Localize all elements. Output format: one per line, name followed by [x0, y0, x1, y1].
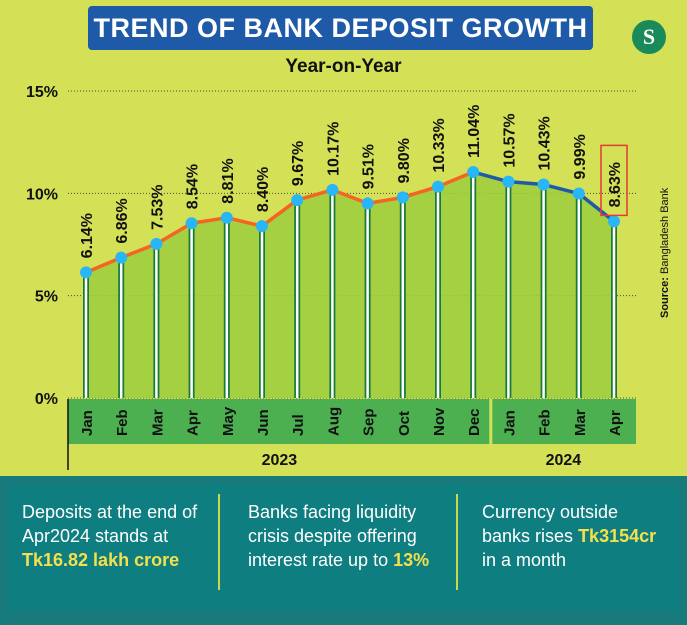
- month-band: [68, 399, 636, 444]
- data-point: [80, 266, 92, 279]
- x-tick-label: Feb: [537, 409, 554, 436]
- data-point: [396, 191, 409, 204]
- x-tick-label: Mar: [149, 409, 166, 436]
- data-label: 9.67%: [290, 141, 307, 186]
- x-tick-label: Apr: [185, 410, 202, 436]
- area-fill: [86, 172, 614, 398]
- data-label: 10.57%: [501, 113, 518, 167]
- x-tick-label: Jul: [290, 414, 307, 436]
- y-tick-label: 10%: [26, 186, 58, 203]
- chart-title: TREND OF BANK DEPOSIT GROWTH: [93, 13, 588, 43]
- info-deposits-highlight: Tk16.82 lakh crore: [22, 550, 180, 570]
- x-tick-label: Aug: [325, 407, 342, 436]
- data-label: 8.40%: [255, 167, 272, 212]
- data-point: [256, 220, 268, 233]
- logo-icon: S: [632, 20, 666, 54]
- info-currency-text: Currency outside banks rises: [482, 502, 619, 546]
- x-tick-label: May: [220, 406, 237, 436]
- y-tick-label: 15%: [26, 84, 58, 101]
- data-label: 9.99%: [572, 134, 589, 179]
- y-tick-label: 0%: [35, 391, 58, 408]
- source-value: Bangladesh Bank: [659, 187, 671, 274]
- x-tick-label: Sep: [361, 408, 378, 436]
- x-tick-label: Mar: [572, 409, 589, 436]
- data-point: [467, 166, 480, 179]
- data-point: [537, 178, 550, 191]
- data-point: [150, 237, 163, 250]
- info-divider: [218, 494, 220, 590]
- year-label: 2024: [546, 452, 582, 469]
- x-tick-label: Dec: [466, 408, 483, 436]
- data-point: [432, 180, 444, 193]
- data-label: 10.43%: [537, 116, 554, 170]
- series-line-2023: [85, 170, 474, 274]
- data-point: [608, 215, 620, 228]
- data-label: 8.81%: [220, 158, 237, 203]
- data-label: 10.33%: [431, 118, 448, 172]
- x-tick-label: Jan: [501, 410, 518, 436]
- info-liquidity-highlight: 13%: [393, 550, 430, 570]
- y-tick-label: 5%: [35, 289, 58, 306]
- data-point: [326, 183, 339, 196]
- info-deposits: Deposits at the end of Apr2024 stands at…: [22, 500, 207, 572]
- title-banner: [88, 6, 593, 50]
- data-label: 9.80%: [396, 138, 413, 183]
- source-label: Source:: [659, 277, 671, 318]
- data-point: [185, 217, 198, 230]
- highlight-box: [600, 144, 628, 217]
- x-tick-label: Oct: [396, 411, 413, 436]
- year-label: 2023: [262, 452, 298, 469]
- info-deposits-text: Deposits at the end of Apr2024 stands at: [22, 502, 198, 546]
- x-tick-label: Feb: [114, 409, 131, 436]
- data-point: [291, 194, 304, 207]
- x-tick-label: Apr: [607, 410, 624, 436]
- line-chart: 0% 5% 10% 15% 6.14% 6.86% 7.53% 8.54% 8.81% 8.40%…: [26, 84, 636, 470]
- info-panel: [0, 476, 687, 625]
- data-label: 6.86%: [114, 198, 131, 243]
- x-tick-label: Jun: [255, 409, 272, 436]
- info-currency-highlight: Tk3154cr: [578, 526, 657, 546]
- source-note: Source: Bangladesh Bank: [659, 158, 673, 318]
- data-label: 7.53%: [149, 185, 166, 230]
- x-tick-label: Jan: [79, 410, 96, 436]
- data-point: [572, 187, 585, 200]
- info-currency: Currency outside banks rises Tk3154cr in…: [482, 500, 662, 572]
- data-point: [361, 197, 374, 210]
- info-panel-inner: [8, 484, 679, 611]
- info-currency-suffix: in a month: [482, 550, 567, 570]
- info-liquidity: Banks facing liquidity crisis despite of…: [248, 500, 443, 572]
- data-point: [220, 211, 233, 224]
- data-label: 8.54%: [185, 164, 202, 209]
- data-point: [502, 175, 515, 188]
- data-label: 10.17%: [325, 122, 342, 176]
- data-point: [115, 251, 128, 264]
- data-label: 9.51%: [361, 144, 378, 189]
- data-label: 11.04%: [466, 105, 483, 158]
- info-divider: [456, 494, 458, 590]
- info-liquidity-text: Banks facing liquidity crisis despite of…: [248, 502, 417, 570]
- data-label: 8.63%: [607, 162, 624, 207]
- x-tick-label: Nov: [431, 407, 448, 436]
- chart-subtitle: Year-on-Year: [285, 56, 402, 77]
- data-label: 6.14%: [79, 213, 96, 258]
